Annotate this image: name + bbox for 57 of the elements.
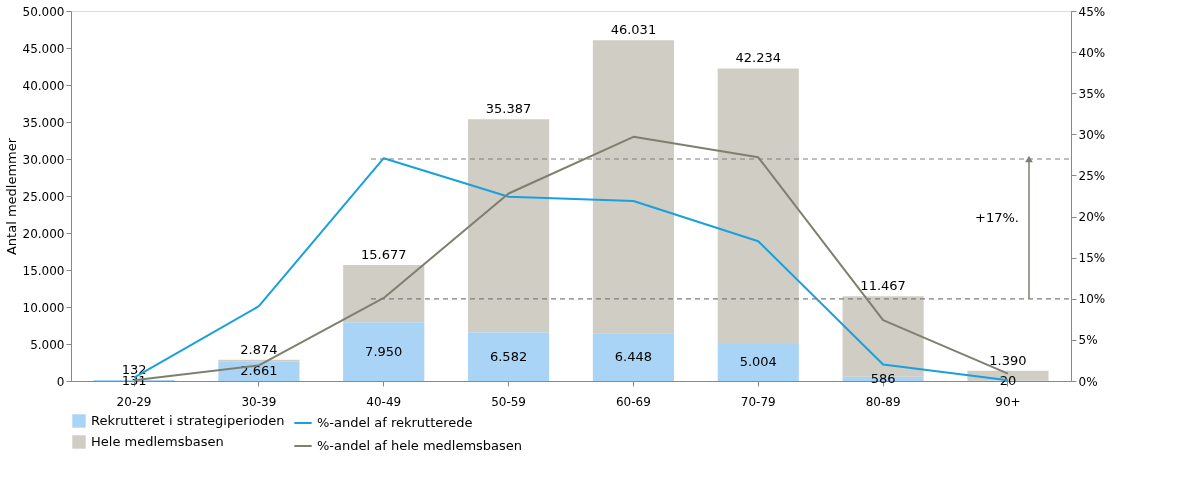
y2-tick-label: 0%	[1078, 374, 1098, 389]
legend-label: %-andel af rekrutterede	[317, 415, 473, 430]
total-label: 11.467	[860, 278, 906, 294]
y2-tick-label: 30%	[1078, 127, 1106, 142]
legend-label: Rekrutteret i strategiperioden	[91, 413, 285, 428]
y-tick-label: 50.000	[22, 4, 65, 19]
total-label: 15.677	[360, 246, 407, 262]
y2-tick-label: 40%	[1078, 45, 1106, 60]
bar	[717, 68, 799, 344]
x-tick-label: 60-69	[615, 394, 651, 409]
y2-tick-label: 45%	[1078, 4, 1106, 19]
bar	[343, 264, 425, 323]
x-tick-label: 50-59	[491, 394, 527, 409]
data-label: 586	[870, 370, 896, 386]
data-label: 6.582	[489, 348, 528, 364]
x-tick-label: 80-89	[865, 394, 901, 409]
y-tick-label: 10.000	[22, 300, 65, 315]
bar	[717, 343, 799, 381]
bar	[592, 333, 674, 381]
data-label: 2.661	[240, 363, 278, 379]
y2-tick-label: 25%	[1078, 168, 1106, 183]
y2-tick-label: 10%	[1078, 292, 1106, 307]
total-label: 35.387	[485, 101, 532, 117]
bar	[343, 322, 425, 381]
legend-label: %-andel af hele medlemsbasen	[317, 438, 523, 453]
total-label: 2.874	[240, 341, 278, 357]
y-tick-label: 35.000	[22, 115, 65, 130]
bar	[592, 40, 674, 334]
data-label: 6.448	[614, 349, 653, 365]
x-tick-label: 40-49	[366, 394, 402, 409]
bar	[468, 119, 550, 333]
y-tick-label: 25.000	[22, 189, 65, 204]
y-tick-label: 5.000	[30, 337, 65, 352]
y-tick-label: 20.000	[22, 226, 65, 241]
y-axis-title: Antal medlemmer	[3, 137, 19, 256]
y2-tick-label: 35%	[1078, 86, 1106, 101]
y2-tick-label: 15%	[1078, 251, 1106, 266]
y-tick-label: 45.000	[22, 41, 65, 56]
legend-label: Hele medlemsbasen	[91, 434, 224, 449]
data-label: 7.950	[365, 343, 403, 359]
bar	[468, 332, 550, 381]
y-tick-label: 30.000	[22, 152, 65, 167]
total-label: 1.390	[989, 352, 1027, 368]
total-label: 46.031	[610, 22, 657, 38]
y-tick-label: 15.000	[22, 263, 65, 278]
annotation: +17%.	[975, 210, 1019, 226]
y-tick-label: 40.000	[22, 78, 65, 93]
data-label: 5.004	[739, 354, 777, 370]
data-label: 20	[999, 372, 1017, 388]
y-tick-label: 0	[56, 374, 65, 389]
y2-tick-label: 5%	[1078, 333, 1098, 348]
y2-tick-label: 20%	[1078, 210, 1106, 225]
x-tick-label: 70-79	[740, 394, 776, 409]
x-tick-label: 20-29	[116, 394, 152, 409]
total-label: 42.234	[735, 50, 782, 66]
x-tick-label: 30-39	[241, 394, 277, 409]
x-tick-label: 90+	[995, 394, 1021, 409]
